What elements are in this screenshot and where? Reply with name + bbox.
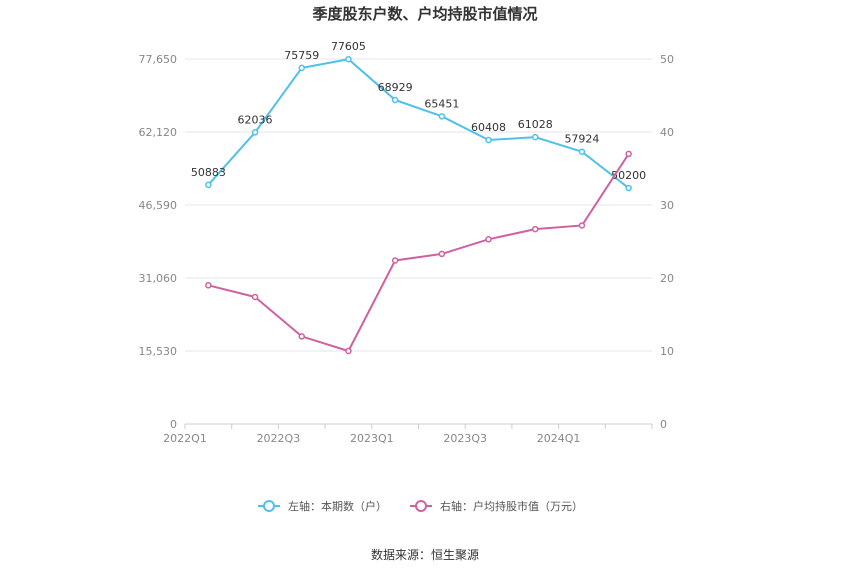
y-right-tick-label: 40 xyxy=(660,126,674,139)
data-point xyxy=(578,148,586,155)
legend: 左轴：本期数（户） 右轴：户均持股市值（万元） xyxy=(258,499,583,513)
y-left-tick-label: 0 xyxy=(170,418,177,431)
data-label: 65451 xyxy=(424,97,459,110)
y-right-tick-label: 0 xyxy=(660,418,667,431)
data-label: 57924 xyxy=(564,133,599,146)
data-label: 50200 xyxy=(611,169,646,182)
data-label: 75759 xyxy=(284,49,319,62)
data-point xyxy=(438,113,446,120)
series-line xyxy=(207,58,630,189)
chart-title: 季度股东户数、户均持股市值情况 xyxy=(312,5,537,23)
data-point xyxy=(578,222,586,229)
x-tick-label: 2022Q1 xyxy=(163,432,207,445)
data-label: 62036 xyxy=(238,113,273,126)
data-point xyxy=(485,236,492,243)
legend-marker-icon xyxy=(415,500,427,512)
y-left-tick-label: 31,060 xyxy=(139,272,178,285)
data-point xyxy=(205,181,212,189)
x-tick-label: 2023Q1 xyxy=(350,432,394,445)
series-line xyxy=(208,153,630,353)
x-tick-label: 2022Q3 xyxy=(257,432,301,445)
data-point xyxy=(625,184,632,192)
data-label: 68929 xyxy=(378,81,413,94)
data-point xyxy=(625,150,632,158)
y-right-tick-label: 10 xyxy=(660,345,674,358)
data-label: 50883 xyxy=(191,166,226,179)
y-right-tick-label: 50 xyxy=(660,53,674,66)
y-left-tick-label: 77,650 xyxy=(139,53,178,66)
grid xyxy=(185,58,652,425)
legend-marker-icon xyxy=(263,500,275,512)
data-point xyxy=(532,225,539,233)
data-point xyxy=(391,96,399,104)
data-point xyxy=(298,64,305,72)
y-right-tick-label: 30 xyxy=(660,199,674,212)
x-tick-label: 2024Q1 xyxy=(537,432,581,445)
y-right-tick-label: 20 xyxy=(660,272,674,285)
series: 50883 62036 75759 77605 68929 65451 60408 61028… xyxy=(191,40,646,355)
legend-label: 右轴：户均持股市值（万元） xyxy=(440,499,583,513)
source-note: 数据来源：恒生聚源 xyxy=(371,547,479,562)
data-point xyxy=(345,347,352,355)
y-left-tick-label: 62,120 xyxy=(139,126,178,139)
data-point xyxy=(532,133,539,141)
x-tick-label: 2023Q3 xyxy=(443,432,487,445)
data-point xyxy=(345,55,352,63)
data-label: 77605 xyxy=(331,40,366,53)
data-point xyxy=(485,136,492,144)
data-point xyxy=(251,129,259,136)
data-point xyxy=(298,333,305,340)
y-left-tick-label: 15,530 xyxy=(139,345,178,358)
data-point xyxy=(251,293,259,301)
data-point xyxy=(438,250,446,258)
legend-label: 左轴：本期数（户） xyxy=(288,499,387,513)
axes: 0 0 15,530 10 31,060 20 46,590 30 62,120 40 77,650… xyxy=(139,53,675,445)
data-point xyxy=(205,282,212,289)
y-left-tick-label: 46,590 xyxy=(139,199,178,212)
data-point xyxy=(391,257,399,264)
data-label: 60408 xyxy=(471,121,506,134)
data-label: 61028 xyxy=(518,118,553,131)
